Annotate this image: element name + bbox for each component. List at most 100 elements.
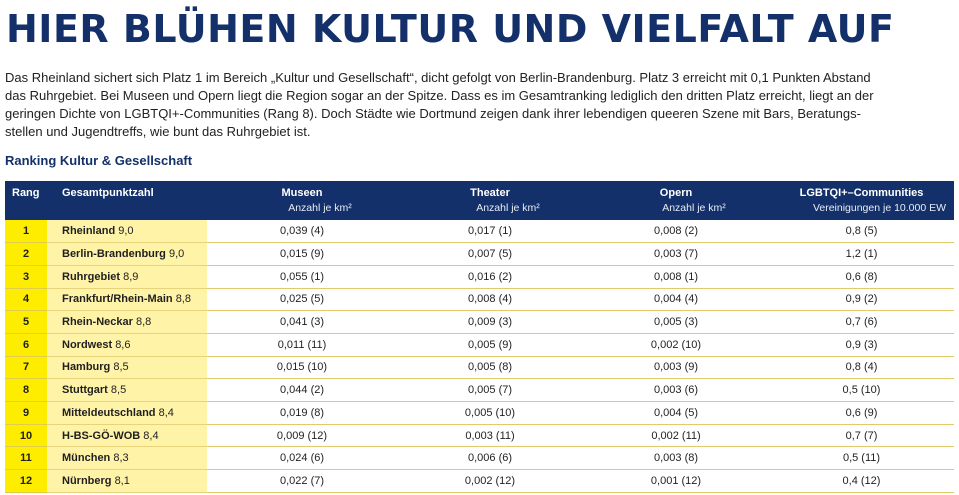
ranking-table: Rang Gesamtpunktzahl Museen Theater Oper… [5,181,954,493]
region-name: Nürnberg [62,474,112,487]
museen-cell: 0,039 (4) [207,220,397,244]
region-cell: Ruhrgebiet 8,9 [47,265,207,289]
theater-cell: 0,005 (10) [397,401,583,425]
theater-cell: 0,003 (11) [397,424,583,448]
region-name: Stuttgart [62,384,108,397]
museen-cell: 0,019 (8) [207,401,397,425]
unit-label: Anzahl je km² [662,202,726,214]
opern-cell: 0,004 (4) [583,288,769,312]
region-name: Mitteldeutschland [62,406,156,419]
region-cell: Frankfurt/Rhein-Main 8,8 [47,288,207,312]
header-theater-unit: Anzahl je km² [397,202,583,220]
table-row: 3 Ruhrgebiet 8,9 0,055 (1) 0,016 (2) 0,008 (… [5,265,954,289]
rank-cell: 11 [5,446,47,471]
region-cell: Hamburg 8,5 [47,356,207,380]
region-name: Frankfurt/Rhein-Main [62,293,173,306]
region-score: 8,8 [135,316,152,329]
header-gesamt-sub [47,202,207,220]
rank-cell: 3 [5,265,47,289]
region-score: 8,5 [113,361,129,374]
museen-cell: 0,044 (2) [207,378,397,402]
unit-label: Vereinigungen je 10.000 EW [812,202,947,214]
lgbtqi-cell: 0,9 (2) [769,288,954,312]
theater-cell: 0,017 (1) [397,220,583,244]
lgbtqi-cell: 0,5 (10) [769,378,954,402]
museen-cell: 0,011 (11) [207,333,397,357]
lgbtqi-cell: 0,6 (8) [769,265,954,289]
lgbtqi-cell: 1,2 (1) [769,242,954,266]
header-lgbtqi-unit: Vereinigungen je 10.000 EW [769,202,954,220]
intro-line: das Ruhrgebiet. Bei Museen und Opern lie… [5,88,874,103]
theater-cell: 0,005 (7) [397,378,583,402]
unit-label: Anzahl je km² [476,202,540,214]
region-name: Nordwest [62,338,113,351]
table-header: Rang Gesamtpunktzahl Museen Theater Oper… [5,181,954,220]
region-cell: Rhein-Neckar 8,8 [47,310,207,334]
rank-cell: 7 [5,356,47,380]
region-name: Ruhrgebiet [62,270,121,283]
region-name: Berlin-Brandenburg [62,248,166,261]
header-theater: Theater [397,181,583,202]
rank-cell: 6 [5,333,47,357]
museen-cell: 0,025 (5) [207,288,397,312]
region-score: 8,9 [123,270,139,283]
region-score: 8,6 [115,338,131,351]
region-score: 8,1 [114,474,130,487]
theater-cell: 0,016 (2) [397,265,583,289]
table-row: 1 Rheinland 9,0 0,039 (4) 0,017 (1) 0,008 (2… [5,220,954,244]
opern-cell: 0,003 (6) [583,378,769,402]
theater-cell: 0,007 (5) [397,242,583,266]
opern-cell: 0,004 (5) [583,401,769,425]
rank-cell: 2 [5,242,47,266]
theater-cell: 0,005 (9) [397,333,583,357]
region-cell: Nürnberg 8,1 [47,469,207,493]
region-cell: H-BS-GÖ-WOB 8,4 [47,424,207,448]
theater-cell: 0,008 (4) [397,288,583,312]
theater-cell: 0,009 (3) [397,310,583,334]
lgbtqi-cell: 0,6 (9) [769,401,954,425]
table-body: 1 Rheinland 9,0 0,039 (4) 0,017 (1) 0,008 (2… [5,220,954,493]
rank-cell: 10 [5,424,47,448]
museen-cell: 0,041 (3) [207,310,397,334]
table-row: 10 H-BS-GÖ-WOB 8,4 0,009 (12) 0,003 (11) 0,0… [5,424,954,448]
header-lgbtqi: LGBTQI+–Communities [769,181,954,202]
region-name: Rheinland [62,225,116,238]
intro-paragraph: Das Rheinland sichert sich Platz 1 im Be… [5,69,955,141]
table-row: 6 Nordwest 8,6 0,011 (11) 0,005 (9) 0,002 (1… [5,333,954,357]
region-name: Rhein-Neckar [62,316,133,329]
theater-cell: 0,005 (8) [397,356,583,380]
opern-cell: 0,008 (2) [583,220,769,244]
region-score: 9,0 [118,225,134,238]
theater-cell: 0,006 (6) [397,446,583,471]
opern-cell: 0,008 (1) [583,265,769,289]
header-rang-sub [5,202,47,220]
rank-cell: 4 [5,288,47,312]
intro-line: geringen Dichte von LGBTQI+-Communities … [5,106,861,121]
opern-cell: 0,003 (8) [583,446,769,471]
region-name: München [62,452,111,465]
museen-cell: 0,022 (7) [207,469,397,493]
table-row: 12 Nürnberg 8,1 0,022 (7) 0,002 (12) 0,001 (… [5,469,954,493]
rank-cell: 5 [5,310,47,334]
header-museen-unit: Anzahl je km² [207,202,397,220]
lgbtqi-cell: 0,4 (12) [769,469,954,493]
region-score: 8,5 [110,384,127,397]
table-row: 7 Hamburg 8,5 0,015 (10) 0,005 (8) 0,003 (9)… [5,356,954,380]
table-title: Ranking Kultur & Gesellschaft [5,153,193,168]
region-cell: Rheinland 9,0 [47,220,207,244]
rank-cell: 9 [5,401,47,425]
opern-cell: 0,002 (11) [583,424,769,448]
region-score: 9,0 [168,248,185,261]
unit-label: Anzahl je km² [288,202,352,214]
header-museen: Museen [207,181,397,202]
rank-cell: 12 [5,469,47,493]
table-row: 2 Berlin-Brandenburg 9,0 0,015 (9) 0,007 (5… [5,242,954,266]
intro-line: stellen und Jugendtreffs, wie bunt das R… [5,124,311,139]
header-gesamtpunktzahl: Gesamtpunktzahl [47,181,207,202]
header-rang: Rang [5,181,47,202]
page-headline: HIER BLÜHEN KULTUR UND VIELFALT AUF [6,7,895,51]
region-cell: Berlin-Brandenburg 9,0 [47,242,207,266]
header-opern-unit: Anzahl je km² [583,202,769,220]
opern-cell: 0,001 (12) [583,469,769,493]
table-row: 4 Frankfurt/Rhein-Main 8,8 0,025 (5) 0,008 … [5,288,954,312]
